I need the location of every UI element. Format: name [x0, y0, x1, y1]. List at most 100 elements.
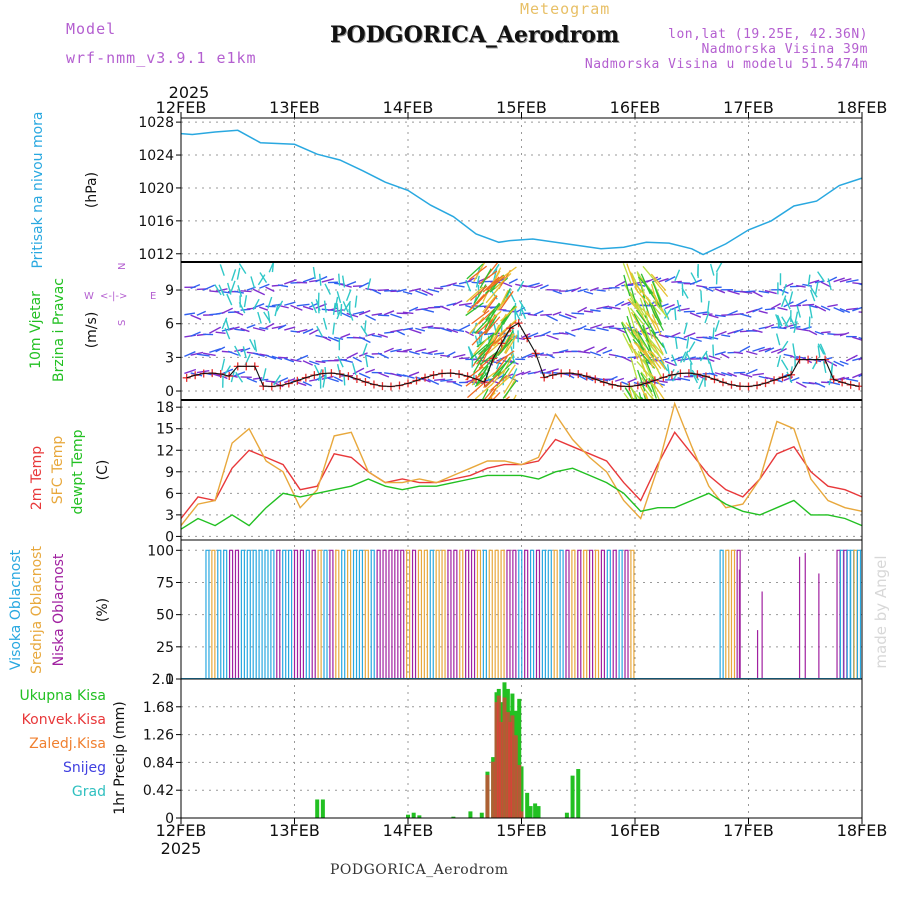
wind-arrow	[671, 304, 682, 311]
wind-arrow	[802, 326, 812, 331]
cloud-spike	[494, 549, 499, 679]
temp-ytick-label: 12	[156, 443, 174, 459]
wind-arrow	[327, 336, 340, 342]
wind-arrow	[452, 353, 466, 359]
cloud-spike	[541, 549, 546, 679]
wind-arrow	[327, 377, 339, 383]
x-tick-label-top: 14FEB	[383, 98, 434, 117]
wind-arrow	[632, 398, 635, 400]
wind-arrow	[640, 273, 651, 295]
wind-arrow	[252, 298, 260, 311]
cloud-spike	[252, 549, 257, 679]
wind-arrow	[558, 313, 572, 320]
dewpoint-line	[180, 467, 863, 530]
cloud-ytick-label: 75	[156, 575, 174, 591]
wind-arrow	[833, 360, 845, 367]
wind-arrow	[631, 331, 645, 351]
wind-arrow	[708, 355, 721, 361]
cloud-spike	[547, 549, 552, 679]
wind-arrow	[259, 283, 270, 289]
cloud-spike	[606, 549, 611, 679]
x-tick-label-bottom: 12FEB	[156, 821, 207, 840]
wind-arrow	[474, 369, 491, 388]
wind-arrow	[408, 306, 419, 312]
wind-arrow	[708, 372, 718, 377]
wind-arrow	[238, 263, 247, 275]
cloud-spike	[211, 549, 216, 679]
cloud-spike	[423, 549, 428, 679]
wind-arrow	[708, 286, 722, 289]
cloud-spike	[725, 549, 730, 679]
wind-arrow	[209, 290, 221, 293]
year-bottom: 2025	[161, 839, 202, 858]
wind-arrow	[714, 330, 727, 337]
wind-arrow	[488, 324, 500, 345]
precip-convective-bar	[505, 712, 510, 818]
wind-arrow	[674, 336, 678, 349]
x-tick-label-top: 16FEB	[610, 98, 661, 117]
wind-arrow	[502, 380, 517, 399]
cloud-spike	[846, 549, 851, 679]
wind-arrow	[238, 301, 246, 314]
wind-arrow	[485, 302, 500, 321]
pressure-unit: (hPa)	[84, 172, 100, 208]
wind-arrow	[504, 396, 511, 400]
cloud-spike	[223, 549, 228, 679]
wind-arrow	[237, 285, 243, 297]
wind-arrow	[474, 316, 491, 334]
dewpoint-label: dewpt Temp	[70, 429, 86, 514]
wind-arrow	[515, 336, 525, 341]
wind-arrow	[383, 310, 395, 316]
wind-arrow	[648, 338, 664, 356]
cloud-spike	[618, 549, 623, 679]
wind-arrow	[696, 284, 708, 288]
wind-arrow	[577, 374, 588, 381]
wind-arrow	[499, 306, 518, 322]
wind-arrow	[671, 370, 680, 382]
wind-arrow	[647, 370, 664, 389]
wind-arrow	[686, 336, 690, 349]
wind-arrow	[466, 286, 484, 303]
wind-arrow	[533, 283, 543, 289]
wind-arrow	[633, 282, 646, 287]
wind-arrow	[814, 282, 819, 295]
wind-arrow	[839, 376, 850, 381]
wind-arrow	[465, 302, 484, 317]
cloud-spike	[470, 549, 476, 679]
wind-arrow	[852, 373, 862, 379]
legend-hail: Grad	[72, 784, 106, 800]
x-tick-label-bottom: 16FEB	[610, 821, 661, 840]
wind-arrow	[277, 284, 289, 288]
cloud-spike	[839, 549, 845, 679]
precip-convective-bar	[494, 702, 499, 818]
wind-arrow	[539, 330, 551, 337]
wind-arrow	[727, 371, 738, 378]
wind-arrow	[434, 378, 446, 381]
wind-arrow	[221, 290, 232, 294]
wind-arrow	[596, 346, 607, 354]
wind-arrow	[643, 347, 654, 369]
wind-arrow	[621, 355, 633, 363]
cloud-spike	[488, 549, 493, 679]
wind-arrow	[752, 372, 764, 376]
wind-speed-marker	[182, 373, 191, 382]
cloud-spike	[535, 549, 541, 679]
wind-arrow	[496, 356, 511, 376]
cloud-spike	[382, 549, 387, 679]
wind-arrow	[649, 378, 660, 400]
wind-arrow	[271, 355, 283, 361]
wind-arrow	[845, 378, 859, 382]
wind-arrow	[664, 360, 676, 367]
temp-ytick-label: 6	[165, 486, 174, 502]
wind-arrow	[714, 372, 726, 377]
wind-arrow	[647, 350, 662, 370]
wind-arrow	[440, 305, 451, 311]
cloud-spike	[571, 549, 576, 679]
wind-arrow	[802, 283, 813, 287]
wind-field	[182, 262, 862, 400]
wind-arrow	[764, 289, 777, 295]
cloud-spike	[246, 549, 251, 679]
wind-arrow	[533, 368, 547, 374]
precip-total-bar	[564, 812, 569, 818]
wind-arrow	[223, 365, 232, 377]
